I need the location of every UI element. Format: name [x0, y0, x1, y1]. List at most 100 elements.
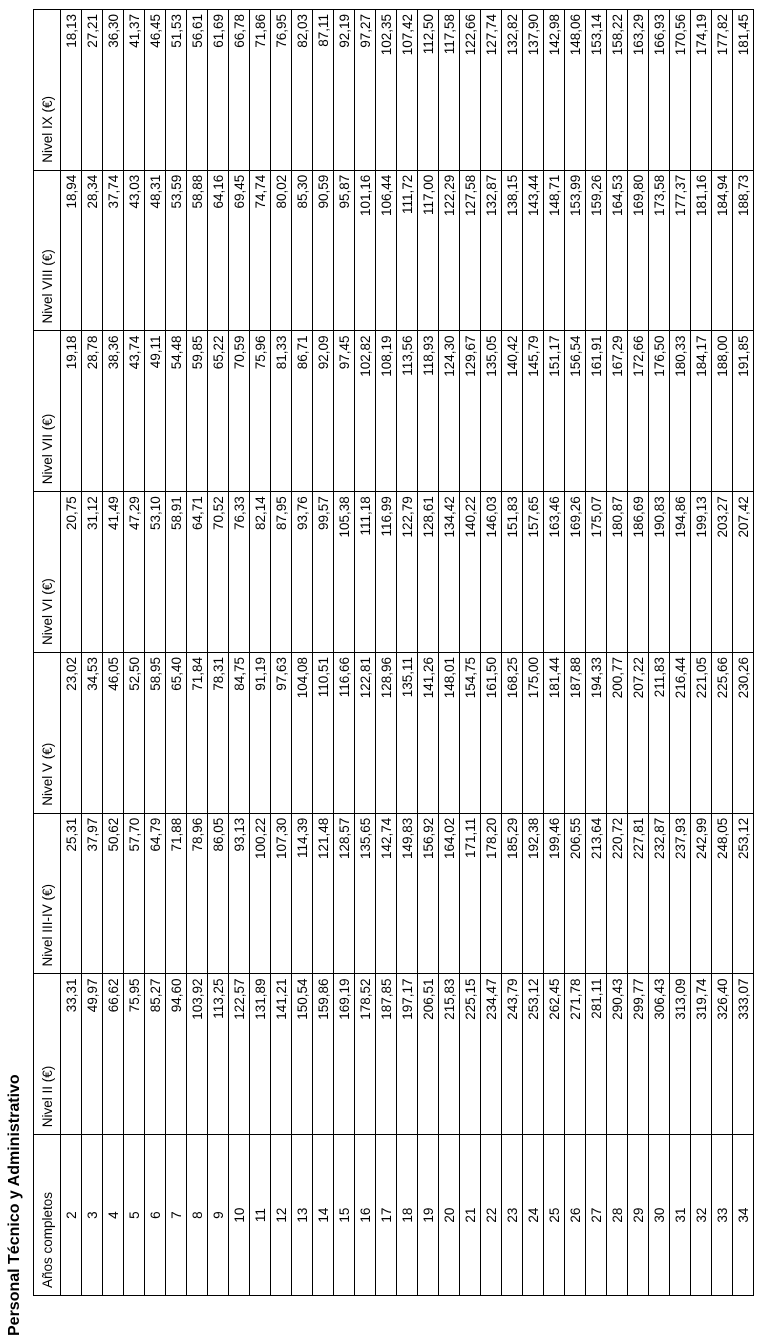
- table-row: 17 187,85 142,74 128,96 116,99 108,19 106,44 10…: [375, 9, 397, 1296]
- amount-cell: 216,44: [669, 652, 691, 814]
- years-cell: 24: [522, 1134, 544, 1296]
- amount-cell: 70,52: [207, 491, 229, 653]
- amount-cell: 145,79: [522, 331, 544, 492]
- amount-cell: 211,83: [648, 652, 670, 814]
- amount-cell: 161,91: [585, 331, 607, 492]
- table-row: 15 169,19 128,57 116,66 105,38 97,45 95,87 92,1…: [333, 9, 355, 1296]
- amount-cell: 71,86: [249, 9, 271, 171]
- amount-cell: 142,74: [375, 813, 397, 974]
- amount-cell: 215,83: [438, 974, 460, 1135]
- years-cell: 11: [249, 1134, 271, 1296]
- amount-cell: 18,94: [60, 170, 82, 331]
- amount-cell: 104,08: [291, 652, 313, 814]
- amount-cell: 41,37: [123, 9, 145, 171]
- amount-cell: 149,83: [396, 813, 418, 974]
- amount-cell: 207,42: [732, 491, 754, 653]
- table-row: 25 262,45 199,46 181,44 163,46 151,17 148,71 14…: [543, 9, 565, 1296]
- amount-cell: 181,16: [690, 170, 712, 331]
- amount-cell: 75,95: [123, 974, 145, 1135]
- years-cell: 5: [123, 1134, 145, 1296]
- table-row: 2 33,31 25,31 23,02 20,75 19,18 18,94 18,13: [60, 9, 82, 1296]
- years-cell: 4: [102, 1134, 124, 1296]
- amount-cell: 141,21: [270, 974, 292, 1135]
- amount-cell: 43,03: [123, 170, 145, 331]
- column-header: Años completos: [33, 1134, 61, 1296]
- amount-cell: 46,05: [102, 652, 124, 814]
- amount-cell: 203,27: [711, 491, 733, 653]
- amount-cell: 78,96: [186, 813, 208, 974]
- amount-cell: 76,95: [270, 9, 292, 171]
- amount-cell: 213,64: [585, 813, 607, 974]
- amount-cell: 107,30: [270, 813, 292, 974]
- table-row: 22 234,47 178,20 161,50 146,03 135,05 132,87 12…: [480, 9, 502, 1296]
- amount-cell: 177,37: [669, 170, 691, 331]
- amount-cell: 178,52: [354, 974, 376, 1135]
- years-cell: 7: [165, 1134, 187, 1296]
- amount-cell: 248,05: [711, 813, 733, 974]
- amount-cell: 94,60: [165, 974, 187, 1135]
- column-header: Nivel VIII (€): [33, 170, 61, 331]
- amount-cell: 141,26: [417, 652, 439, 814]
- table-row: 18 197,17 149,83 135,11 122,79 113,56 111,72 10…: [396, 9, 418, 1296]
- amount-cell: 187,85: [375, 974, 397, 1135]
- years-cell: 14: [312, 1134, 334, 1296]
- amount-cell: 135,65: [354, 813, 376, 974]
- amount-cell: 43,74: [123, 331, 145, 492]
- amount-cell: 27,21: [81, 9, 103, 171]
- amount-cell: 143,44: [522, 170, 544, 331]
- amount-cell: 131,89: [249, 974, 271, 1135]
- amount-cell: 163,46: [543, 491, 565, 653]
- years-cell: 8: [186, 1134, 208, 1296]
- amount-cell: 100,22: [249, 813, 271, 974]
- amount-cell: 86,71: [291, 331, 313, 492]
- amount-cell: 151,83: [501, 491, 523, 653]
- amount-cell: 135,11: [396, 652, 418, 814]
- rotated-page: Personal Técnico y Administrativo Años c…: [6, 9, 760, 1336]
- amount-cell: 225,15: [459, 974, 481, 1135]
- amount-cell: 107,42: [396, 9, 418, 171]
- amount-cell: 169,80: [627, 170, 649, 331]
- amount-cell: 64,16: [207, 170, 229, 331]
- amount-cell: 112,50: [417, 9, 439, 171]
- amount-cell: 105,38: [333, 491, 355, 653]
- amount-cell: 127,58: [459, 170, 481, 331]
- amount-cell: 150,54: [291, 974, 313, 1135]
- amount-cell: 169,26: [564, 491, 586, 653]
- amount-cell: 180,87: [606, 491, 628, 653]
- amount-cell: 76,33: [228, 491, 250, 653]
- amount-cell: 34,53: [81, 652, 103, 814]
- amount-cell: 58,91: [165, 491, 187, 653]
- amount-cell: 153,14: [585, 9, 607, 171]
- amount-cell: 156,92: [417, 813, 439, 974]
- amount-cell: 65,22: [207, 331, 229, 492]
- amount-cell: 153,99: [564, 170, 586, 331]
- amount-cell: 128,57: [333, 813, 355, 974]
- amount-cell: 171,11: [459, 813, 481, 974]
- amount-cell: 97,27: [354, 9, 376, 171]
- years-cell: 16: [354, 1134, 376, 1296]
- amount-cell: 221,05: [690, 652, 712, 814]
- amount-cell: 61,69: [207, 9, 229, 171]
- amount-cell: 174,19: [690, 9, 712, 171]
- amount-cell: 122,29: [438, 170, 460, 331]
- amount-cell: 92,09: [312, 331, 334, 492]
- amount-cell: 313,09: [669, 974, 691, 1135]
- column-header: Nivel VII (€): [33, 331, 61, 492]
- amount-cell: 113,56: [396, 331, 418, 492]
- amount-cell: 154,75: [459, 652, 481, 814]
- amount-cell: 207,22: [627, 652, 649, 814]
- amount-cell: 306,43: [648, 974, 670, 1135]
- amount-cell: 20,75: [60, 491, 82, 653]
- amount-cell: 333,07: [732, 974, 754, 1135]
- amount-cell: 66,78: [228, 9, 250, 171]
- amount-cell: 87,11: [312, 9, 334, 171]
- amount-cell: 64,79: [144, 813, 166, 974]
- amount-cell: 113,25: [207, 974, 229, 1135]
- amount-cell: 146,03: [480, 491, 502, 653]
- amount-cell: 134,42: [438, 491, 460, 653]
- amount-cell: 132,82: [501, 9, 523, 171]
- amount-cell: 262,45: [543, 974, 565, 1135]
- years-cell: 12: [270, 1134, 292, 1296]
- amount-cell: 33,31: [60, 974, 82, 1135]
- amount-cell: 326,40: [711, 974, 733, 1135]
